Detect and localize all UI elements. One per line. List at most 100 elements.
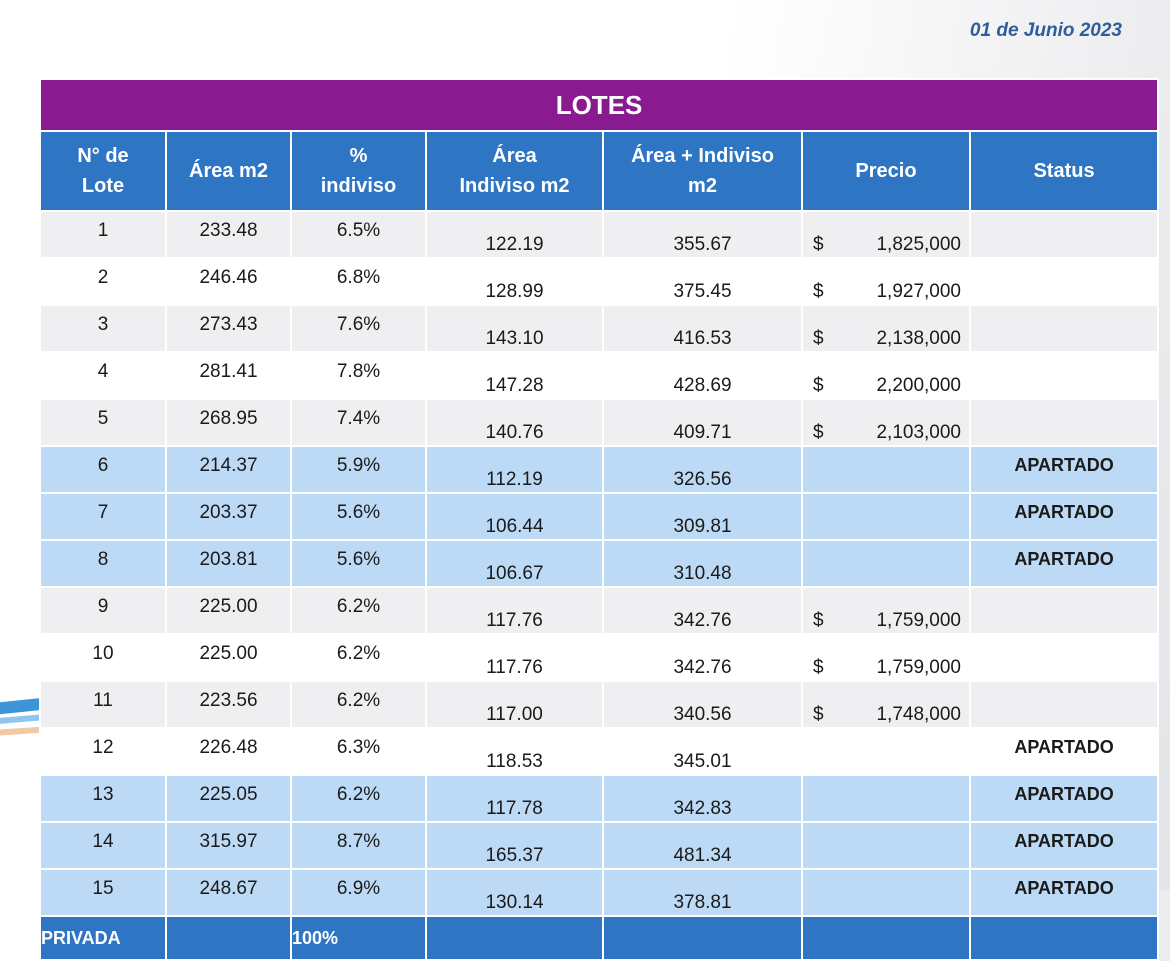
cell-area: 225.00 <box>165 633 292 682</box>
header-precio: Precio <box>801 130 971 212</box>
cell-indiviso: 6.2% <box>290 586 427 635</box>
header-row: N° de Lote Área m2% indiviso Área Indiviso m2… <box>39 130 1160 212</box>
cell-area: 273.43 <box>165 304 292 353</box>
document-date: 01 de Junio 2023 <box>969 20 1122 41</box>
cell-indiviso: 6.2% <box>290 774 427 823</box>
cell-lote: 2 <box>39 257 167 306</box>
cell-indiviso: 5.9% <box>290 445 427 494</box>
cell-area-indiviso: 117.76 <box>425 586 604 635</box>
cell-area: 268.95 <box>165 398 292 447</box>
currency-symbol: $ <box>813 375 824 396</box>
cell-status <box>968 257 1160 306</box>
price-value: 2,138,000 <box>876 328 961 349</box>
cell-status <box>968 304 1160 353</box>
cell-precio: $2,103,000 <box>801 398 971 447</box>
cell-indiviso: 6.9% <box>290 868 427 917</box>
cell-area-total: 342.76 <box>602 633 803 682</box>
cell-lote: 7 <box>39 492 167 541</box>
cell-area-total: 310.48 <box>602 539 803 588</box>
cell-area-indiviso: 128.99 <box>425 257 604 306</box>
cell-status <box>968 398 1160 447</box>
table-row: 10 225.00 6.2% 117.76 342.76 $1,759,000 <box>39 633 1160 682</box>
cell-status <box>968 633 1160 682</box>
price-value: 2,200,000 <box>876 375 961 396</box>
cell-lote: 8 <box>39 539 167 588</box>
currency-symbol: $ <box>813 234 824 255</box>
cell-area-indiviso: 112.19 <box>425 445 604 494</box>
table-row: 4 281.41 7.8% 147.28 428.69 $2,200,000 <box>39 351 1160 400</box>
cell-precio: $2,200,000 <box>801 351 971 400</box>
cell-area-total: 345.01 <box>602 727 803 776</box>
cell-precio: $1,927,000 <box>801 257 971 306</box>
cell-lote: 10 <box>39 633 167 682</box>
cell-area-total: 409.71 <box>602 398 803 447</box>
cell-precio: $1,759,000 <box>801 586 971 635</box>
price-value: 1,748,000 <box>876 704 961 725</box>
total-indiviso: 100% <box>290 915 427 961</box>
cell-status: APARTADO <box>968 727 1160 776</box>
header-lote: N° de Lote <box>39 130 167 212</box>
cell-status <box>968 586 1160 635</box>
cell-area-total: 428.69 <box>602 351 803 400</box>
cell-area: 223.56 <box>165 680 292 729</box>
cell-area-total: 309.81 <box>602 492 803 541</box>
cell-area: 225.00 <box>165 586 292 635</box>
cell-precio: $2,138,000 <box>801 304 971 353</box>
cell-lote: 14 <box>39 821 167 870</box>
table-title: LOTES <box>38 78 1160 132</box>
cell-area-indiviso: 117.00 <box>425 680 604 729</box>
cell-precio <box>801 774 971 823</box>
cell-area-total: 342.76 <box>602 586 803 635</box>
table-row: 8 203.81 5.6% 106.67 310.48 APARTADO <box>39 539 1160 588</box>
cell-indiviso: 7.8% <box>290 351 427 400</box>
table-row: 15 248.67 6.9% 130.14 378.81 APARTADO <box>39 868 1160 917</box>
cell-area-total: 355.67 <box>602 210 803 259</box>
cell-status: APARTADO <box>968 445 1160 494</box>
price-value: 1,927,000 <box>876 281 961 302</box>
cell-area: 315.97 <box>165 821 292 870</box>
cell-indiviso: 6.2% <box>290 633 427 682</box>
cell-area: 203.37 <box>165 492 292 541</box>
total-row: PRIVADA 100% <box>39 915 1160 961</box>
table-row: 13 225.05 6.2% 117.78 342.83 APARTADO <box>39 774 1160 823</box>
cell-area-indiviso: 143.10 <box>425 304 604 353</box>
cell-status: APARTADO <box>968 774 1160 823</box>
table-row: 2 246.46 6.8% 128.99 375.45 $1,927,000 <box>39 257 1160 306</box>
price-value: 2,103,000 <box>876 422 961 443</box>
cell-lote: 12 <box>39 727 167 776</box>
cell-status <box>968 210 1160 259</box>
price-value: 1,759,000 <box>876 610 961 631</box>
cell-lote: 4 <box>39 351 167 400</box>
cell-lote: 13 <box>39 774 167 823</box>
cell-indiviso: 6.8% <box>290 257 427 306</box>
header-area-total: Área + Indiviso m2 <box>602 130 803 212</box>
cell-area: 226.48 <box>165 727 292 776</box>
cell-lote: 15 <box>39 868 167 917</box>
cell-area-indiviso: 118.53 <box>425 727 604 776</box>
cell-status: APARTADO <box>968 492 1160 541</box>
currency-symbol: $ <box>813 657 824 678</box>
cell-lote: 9 <box>39 586 167 635</box>
currency-symbol: $ <box>813 328 824 349</box>
table-row: 1 233.48 6.5% 122.19 355.67 $1,825,000 <box>39 210 1160 259</box>
cell-lote: 11 <box>39 680 167 729</box>
currency-symbol: $ <box>813 281 824 302</box>
cell-area-indiviso: 140.76 <box>425 398 604 447</box>
cell-area: 203.81 <box>165 539 292 588</box>
cell-area-total: 378.81 <box>602 868 803 917</box>
cell-precio <box>801 539 971 588</box>
cell-precio <box>801 868 971 917</box>
lotes-table: LOTES N° de Lote Área m2% indiviso Área Indiv… <box>38 78 1160 961</box>
cell-status: APARTADO <box>968 821 1160 870</box>
cell-area: 225.05 <box>165 774 292 823</box>
cell-area-total: 342.83 <box>602 774 803 823</box>
cell-area-total: 416.53 <box>602 304 803 353</box>
table-body: 1 233.48 6.5% 122.19 355.67 $1,825,000 2 246.46… <box>39 210 1160 917</box>
cell-area-total: 375.45 <box>602 257 803 306</box>
cell-area-indiviso: 147.28 <box>425 351 604 400</box>
cell-status: APARTADO <box>968 868 1160 917</box>
cell-precio: $1,759,000 <box>801 633 971 682</box>
cell-precio <box>801 445 971 494</box>
cell-lote: 1 <box>39 210 167 259</box>
cell-area-total: 340.56 <box>602 680 803 729</box>
